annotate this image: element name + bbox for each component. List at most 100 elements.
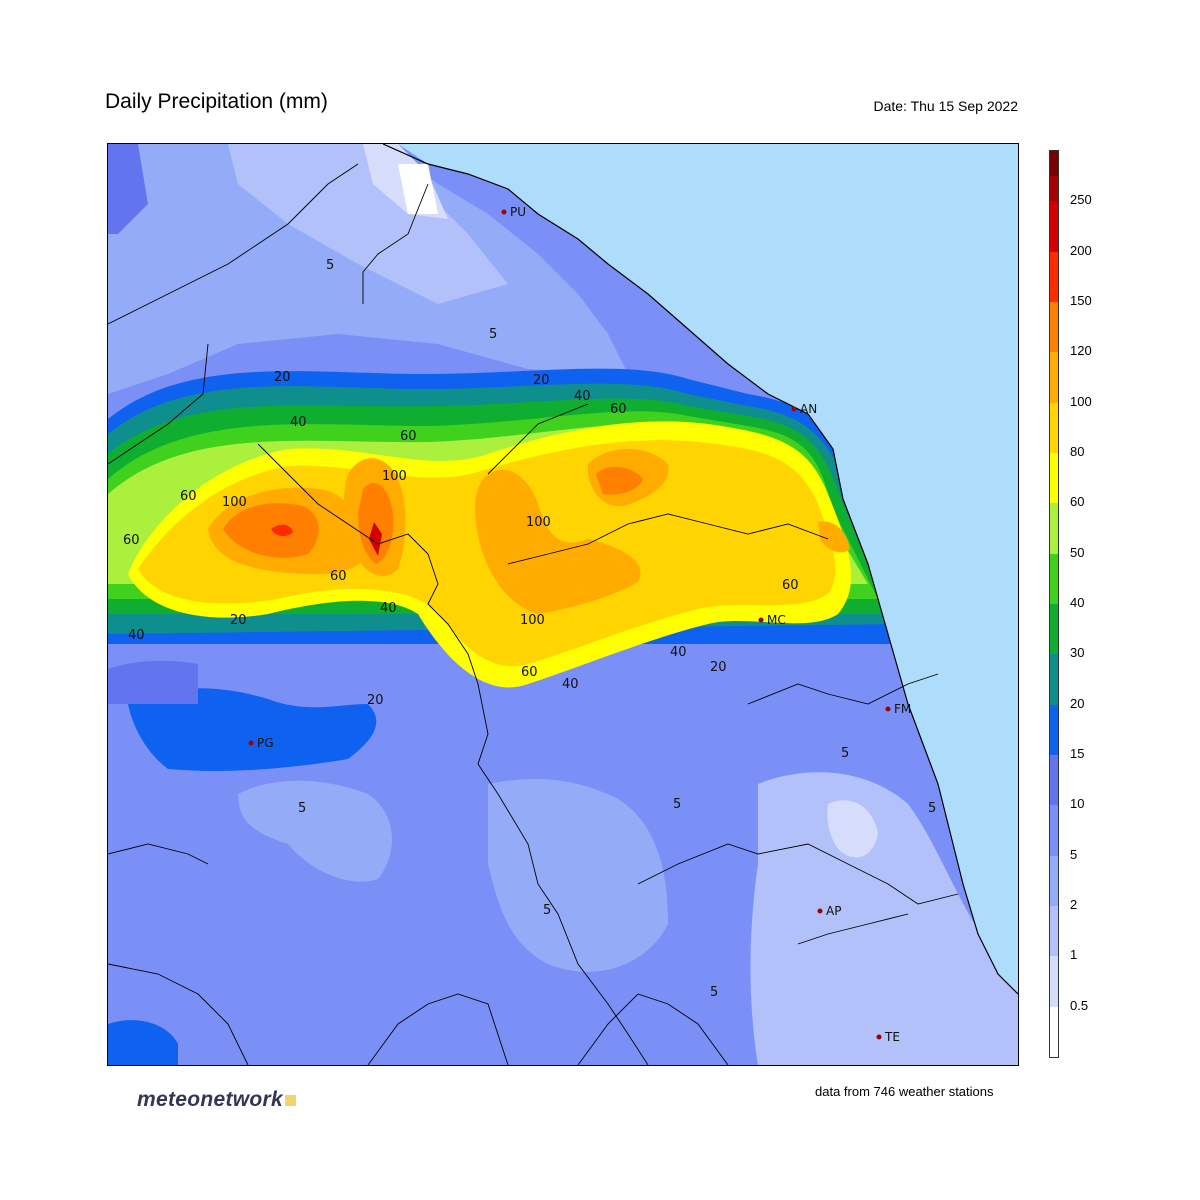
legend-swatch [1050, 352, 1058, 403]
legend-swatch [1050, 855, 1058, 906]
city-marker [791, 406, 797, 412]
legend-tick-label: 40 [1070, 595, 1085, 610]
contour-label: 20 [367, 693, 384, 708]
legend-swatch [1050, 151, 1058, 177]
city-ap: AP [817, 904, 841, 918]
southwest-corner [108, 1020, 178, 1065]
map-svg: PU AN MC FM PG AP TE 5 5 5 5 5 5 5 5 20 … [108, 144, 1018, 1065]
north-lighter-area [228, 144, 508, 304]
south-west-15mm [128, 688, 377, 771]
northwest-corner [108, 144, 148, 234]
coastline [382, 144, 1018, 995]
contour-label: 100 [222, 495, 247, 510]
brand-square-icon [284, 1095, 296, 1106]
chart-title: Daily Precipitation (mm) [105, 90, 328, 113]
contour-label: 40 [670, 645, 687, 660]
city-marker [885, 706, 891, 712]
region-borders [108, 163, 959, 1065]
legend-swatch [1050, 503, 1058, 554]
city-label: AP [826, 904, 841, 918]
contour-label: 100 [526, 515, 551, 530]
legend-tick-label: 5 [1070, 846, 1078, 862]
core-west-150mm [271, 524, 293, 537]
city-mc: MC [758, 613, 786, 627]
city-label: MC [767, 613, 786, 627]
legend-tick-label: 30 [1070, 645, 1085, 661]
legend-tick-label: 120 [1070, 343, 1092, 359]
contour-label: 40 [128, 628, 145, 643]
city-marker [248, 740, 254, 746]
contour-label: 5 [298, 801, 306, 816]
legend-swatch [1050, 251, 1058, 302]
contour-label: 60 [330, 569, 347, 584]
legend-swatch [1050, 453, 1058, 504]
contour-label: 60 [123, 533, 140, 548]
core-east-100mm [475, 469, 641, 614]
south-east-1mm [827, 800, 878, 858]
contour-label: 5 [710, 985, 718, 1000]
legend-tick-label: 2 [1070, 897, 1078, 912]
legend-tick-label: 200 [1070, 242, 1092, 258]
core-mid-200mm [369, 522, 382, 556]
brand-text: meteonetwork [137, 1088, 283, 1111]
legend-swatch [1050, 151, 1058, 202]
legend-tick-label: 60 [1070, 494, 1085, 510]
legend-tick-label: 0.5 [1070, 997, 1089, 1013]
contour-label: 5 [928, 801, 936, 816]
legend-swatch [1050, 906, 1058, 957]
contour-label: 40 [574, 389, 591, 404]
legend-tick-label: 250 [1070, 192, 1092, 208]
contour-label: 100 [520, 613, 545, 628]
city-marker [758, 617, 764, 623]
core-mid-120mm [358, 483, 394, 564]
contour-label: 60 [400, 429, 417, 444]
city-label: PU [510, 205, 526, 219]
contour-label: 20 [230, 613, 247, 628]
legend-tick-label: 100 [1070, 393, 1092, 409]
color-legend [1049, 150, 1059, 1058]
legend-swatch [1050, 805, 1058, 856]
core-coast-100mm [818, 521, 850, 553]
city-pg: PG [248, 736, 274, 750]
legend-tick-label: 80 [1070, 444, 1085, 459]
contour-label: 40 [290, 415, 307, 430]
legend-swatch [1050, 604, 1058, 655]
precipitation-map: PU AN MC FM PG AP TE 5 5 5 5 5 5 5 5 20 … [107, 143, 1019, 1066]
city-label: TE [884, 1030, 900, 1044]
contour-label: 5 [489, 327, 497, 342]
city-te: TE [876, 1030, 900, 1044]
contour-label: 60 [180, 489, 197, 504]
core-northeast-120mm [596, 466, 643, 495]
city-label: FM [894, 702, 911, 716]
south-west-10mm [108, 660, 198, 704]
legend-swatch [1050, 956, 1058, 1007]
legend-swatch [1050, 704, 1058, 755]
legend-swatch [1050, 1006, 1058, 1057]
adriatic-sea [383, 144, 1018, 994]
south-east-2mm [750, 772, 1018, 1065]
contour-label: 5 [326, 258, 334, 273]
legend-swatch [1050, 553, 1058, 604]
contour-label: 40 [562, 677, 579, 692]
contour-label: 5 [673, 797, 681, 812]
south-mid-5mm [488, 779, 668, 972]
core-west-120mm [223, 503, 319, 558]
legend-tick-label: 50 [1070, 544, 1085, 560]
contour-labels: 5 5 5 5 5 5 5 5 20 20 20 20 20 40 40 40 … [123, 258, 936, 1000]
legend-swatch [1050, 201, 1058, 252]
contour-label: 100 [382, 469, 407, 484]
contour-label: 40 [380, 601, 397, 616]
brand-logo: meteonetwork [137, 1088, 296, 1112]
legend-tick-label: 150 [1070, 293, 1092, 308]
legend-swatch [1050, 654, 1058, 705]
contour-label: 60 [782, 578, 799, 593]
legend-tick-label: 15 [1070, 746, 1085, 761]
legend-swatch [1050, 402, 1058, 453]
city-marker [501, 209, 507, 215]
city-label: AN [800, 402, 817, 416]
contour-label: 5 [543, 903, 551, 918]
north-dry-spot [398, 164, 438, 214]
city-label: PG [257, 736, 274, 750]
contour-label: 60 [610, 402, 627, 417]
contour-label: 20 [533, 373, 550, 388]
